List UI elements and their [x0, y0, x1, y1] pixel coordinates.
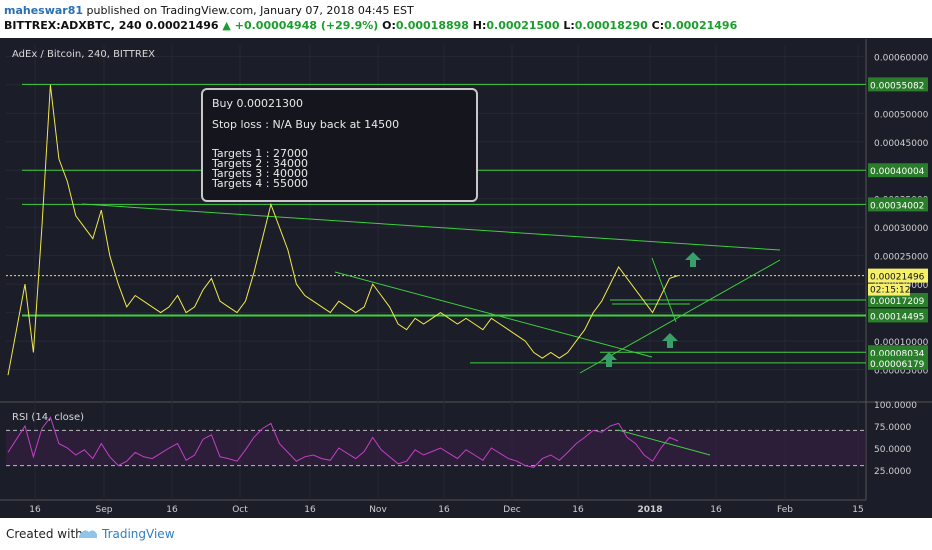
- up-arrow-icon: ▲: [222, 19, 231, 32]
- level-label: 0.00014495: [870, 312, 924, 322]
- c-label: C:: [651, 19, 665, 32]
- x-tick-label: 16: [572, 505, 584, 515]
- level-label-box: [868, 308, 928, 323]
- countdown-label: 02:15:12: [870, 286, 910, 296]
- c-value: 0.00021496: [664, 19, 738, 32]
- tradingview-logo-icon: [79, 530, 97, 538]
- l-label: L:: [563, 19, 575, 32]
- annotation-target-1: Targets 1 : 27000: [212, 147, 308, 160]
- level-label-box: [868, 355, 928, 370]
- y-tick-label: 0.00060000: [874, 53, 929, 63]
- level-label-box: [868, 77, 928, 92]
- rsi-band-fill: [6, 430, 866, 466]
- rsi-title: RSI (14, close): [12, 412, 84, 423]
- publish-line: maheswar81 published on TradingView.com,…: [4, 4, 414, 17]
- rsi-y-tick-label: 25.0000: [874, 467, 911, 477]
- level-label-box: [868, 163, 928, 178]
- y-tick-label: 0.00005000: [874, 367, 929, 377]
- rsi-trendline: [617, 429, 711, 456]
- level-label-box: [868, 197, 928, 212]
- rsi-y-tick-label: 100.0000: [874, 401, 917, 411]
- symbol-text: BITTREX:ADXBTC, 240: [4, 19, 142, 32]
- x-tick-label: Nov: [369, 505, 387, 515]
- y-tick-label: 0.00010000: [874, 338, 929, 348]
- x-tick-label: 16: [166, 505, 178, 515]
- change-text: +0.00004948 (+29.9%): [234, 19, 379, 32]
- chart-svg[interactable]: 0.000600000.000550000.000500000.00045000…: [0, 38, 932, 518]
- level-label-box: [868, 345, 928, 360]
- price-series-line: [7, 84, 679, 376]
- x-tick-label: 16: [710, 505, 722, 515]
- up-arrow-icon: [685, 252, 701, 267]
- x-tick-label: Feb: [777, 505, 793, 515]
- current-price-box: [868, 268, 928, 283]
- trendline: [579, 259, 781, 374]
- x-tick-label: 2018: [637, 505, 662, 515]
- annotation-target-2: Targets 2 : 34000: [212, 157, 308, 170]
- up-arrow-icon: [601, 352, 617, 367]
- x-tick-label: 16: [29, 505, 41, 515]
- tradingview-link[interactable]: TradingView: [102, 527, 175, 541]
- published-text: published on TradingView.com, January 07…: [86, 4, 414, 17]
- annotation-target-3: Targets 3 : 40000: [212, 167, 308, 180]
- level-label: 0.00017209: [870, 297, 925, 307]
- rsi-y-tick-label: 50.0000: [874, 445, 911, 455]
- countdown-box: [868, 283, 910, 296]
- chart-area[interactable]: 0.000600000.000550000.000500000.00045000…: [0, 38, 932, 518]
- trendline: [334, 271, 653, 358]
- level-label: 0.00008034: [870, 349, 925, 359]
- level-label: 0.00040004: [870, 167, 925, 177]
- trendline: [81, 203, 781, 251]
- x-tick-label: Sep: [96, 505, 113, 515]
- last-price: 0.00021496: [145, 19, 219, 32]
- level-label: 0.00055082: [870, 81, 924, 91]
- x-tick-label: 16: [438, 505, 450, 515]
- symbol-line: BITTREX:ADXBTC, 240 0.00021496 ▲ +0.0000…: [4, 19, 737, 32]
- level-label: 0.00034002: [870, 201, 924, 211]
- x-tick-label: 16: [304, 505, 316, 515]
- y-tick-label: 0.00025000: [874, 253, 929, 263]
- created-with-text: Created with: [6, 527, 83, 541]
- o-label: O:: [382, 19, 396, 32]
- level-label: 0.00006179: [870, 360, 925, 370]
- y-tick-label: 0.00030000: [874, 224, 929, 234]
- current-price-label: 0.00021496: [870, 273, 925, 283]
- l-value: 0.00018290: [574, 19, 648, 32]
- footer-bar: Created with TradingView: [0, 518, 932, 550]
- chart-title: AdEx / Bitcoin, 240, BITTREX: [12, 49, 155, 60]
- x-tick-label: Dec: [503, 505, 520, 515]
- x-tick-label: 15: [852, 505, 863, 515]
- annotation-target-4: Targets 4 : 55000: [212, 177, 308, 190]
- y-tick-label: 0.00050000: [874, 110, 929, 120]
- rsi-series-line: [7, 416, 679, 468]
- h-value: 0.00021500: [486, 19, 560, 32]
- annotation-stop: Stop loss : N/A Buy back at 14500: [212, 118, 400, 131]
- x-tick-label: Oct: [232, 505, 248, 515]
- author-link[interactable]: maheswar81: [4, 4, 84, 17]
- annotation-buy: Buy 0.00021300: [212, 97, 304, 110]
- header-bar: maheswar81 published on TradingView.com,…: [0, 0, 932, 38]
- h-label: H:: [472, 19, 487, 32]
- rsi-y-tick-label: 75.0000: [874, 423, 911, 433]
- up-arrow-icon: [662, 333, 678, 348]
- trade-annotation[interactable]: Buy 0.00021300 Stop loss : N/A Buy back …: [201, 88, 478, 202]
- y-tick-label: 0.00045000: [874, 139, 929, 149]
- level-label-box: [868, 293, 928, 308]
- o-value: 0.00018898: [395, 19, 469, 32]
